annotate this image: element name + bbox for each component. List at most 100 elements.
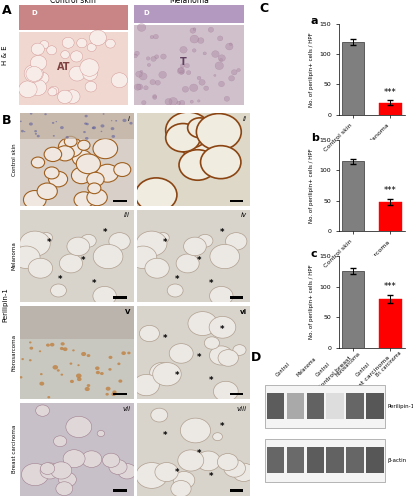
Circle shape bbox=[87, 44, 96, 52]
Circle shape bbox=[65, 90, 80, 104]
Bar bbox=[347, 393, 364, 419]
Circle shape bbox=[72, 150, 92, 166]
Text: Br. carcinoma: Br. carcinoma bbox=[375, 350, 402, 378]
Bar bbox=[342, 272, 364, 347]
Circle shape bbox=[31, 43, 44, 55]
Circle shape bbox=[95, 252, 109, 264]
Text: *: * bbox=[58, 274, 62, 283]
Text: *: * bbox=[220, 325, 224, 334]
Circle shape bbox=[93, 138, 118, 158]
Text: ii: ii bbox=[243, 116, 247, 122]
Circle shape bbox=[137, 24, 146, 32]
Circle shape bbox=[53, 135, 55, 136]
Bar bbox=[265, 438, 385, 482]
Circle shape bbox=[214, 74, 216, 76]
Circle shape bbox=[100, 372, 104, 375]
Circle shape bbox=[81, 234, 96, 247]
Circle shape bbox=[67, 237, 90, 256]
Circle shape bbox=[44, 113, 47, 115]
Circle shape bbox=[197, 100, 200, 102]
Circle shape bbox=[153, 362, 181, 386]
Circle shape bbox=[85, 82, 97, 92]
Text: *: * bbox=[197, 450, 202, 458]
Title: Melanoma: Melanoma bbox=[169, 0, 209, 5]
Text: *: * bbox=[163, 238, 168, 246]
Circle shape bbox=[76, 154, 100, 174]
Circle shape bbox=[95, 366, 100, 370]
Circle shape bbox=[218, 81, 225, 86]
Circle shape bbox=[106, 386, 111, 390]
Bar bbox=[113, 393, 127, 395]
Text: *: * bbox=[197, 256, 202, 265]
Circle shape bbox=[37, 135, 40, 138]
Circle shape bbox=[166, 112, 210, 148]
Circle shape bbox=[114, 162, 131, 176]
Text: Perilipin-1: Perilipin-1 bbox=[387, 404, 413, 408]
Circle shape bbox=[102, 453, 120, 468]
Circle shape bbox=[196, 451, 221, 470]
Bar bbox=[379, 202, 402, 231]
Circle shape bbox=[179, 150, 216, 180]
Circle shape bbox=[81, 352, 86, 356]
Y-axis label: No. of perilipin+ cells / HPF: No. of perilipin+ cells / HPF bbox=[309, 148, 313, 223]
Circle shape bbox=[49, 86, 59, 95]
Circle shape bbox=[177, 101, 180, 104]
Circle shape bbox=[61, 50, 69, 58]
Circle shape bbox=[109, 460, 127, 474]
Circle shape bbox=[155, 462, 178, 481]
Circle shape bbox=[62, 38, 74, 48]
Circle shape bbox=[118, 464, 136, 479]
Circle shape bbox=[192, 48, 196, 52]
Circle shape bbox=[167, 284, 183, 297]
Circle shape bbox=[119, 380, 122, 382]
Circle shape bbox=[182, 86, 189, 92]
Circle shape bbox=[111, 120, 112, 122]
Text: *: * bbox=[174, 468, 179, 477]
Circle shape bbox=[136, 71, 142, 77]
Circle shape bbox=[56, 121, 57, 122]
Circle shape bbox=[45, 167, 59, 179]
Circle shape bbox=[83, 67, 97, 80]
Y-axis label: No. of perilipin+ cells / HPF: No. of perilipin+ cells / HPF bbox=[309, 32, 313, 106]
Circle shape bbox=[231, 70, 237, 75]
Circle shape bbox=[218, 36, 223, 41]
Circle shape bbox=[36, 405, 50, 416]
Text: Breast carcinoma: Breast carcinoma bbox=[12, 425, 17, 474]
Text: Fibrosarcoma: Fibrosarcoma bbox=[335, 351, 362, 378]
Circle shape bbox=[40, 40, 49, 49]
Circle shape bbox=[197, 76, 201, 80]
Circle shape bbox=[180, 128, 216, 158]
Circle shape bbox=[40, 463, 60, 479]
Circle shape bbox=[233, 344, 246, 356]
Circle shape bbox=[63, 450, 85, 468]
Text: iv: iv bbox=[241, 212, 247, 218]
Y-axis label: No. of perilipin+ cells / HPF: No. of perilipin+ cells / HPF bbox=[309, 264, 313, 339]
Circle shape bbox=[209, 286, 233, 306]
Circle shape bbox=[77, 38, 87, 48]
Circle shape bbox=[224, 460, 245, 477]
Circle shape bbox=[121, 352, 126, 355]
Bar bbox=[20, 306, 133, 338]
Text: V: V bbox=[125, 309, 130, 315]
Circle shape bbox=[60, 347, 64, 350]
Circle shape bbox=[153, 96, 157, 100]
Text: ***: *** bbox=[384, 186, 397, 195]
Bar bbox=[306, 393, 324, 419]
Circle shape bbox=[103, 113, 104, 114]
Circle shape bbox=[136, 462, 168, 488]
Circle shape bbox=[90, 30, 107, 46]
Circle shape bbox=[151, 56, 156, 62]
Circle shape bbox=[179, 100, 185, 105]
Circle shape bbox=[80, 59, 99, 76]
Circle shape bbox=[66, 416, 92, 438]
Circle shape bbox=[133, 374, 159, 396]
Circle shape bbox=[78, 140, 90, 150]
Circle shape bbox=[93, 286, 116, 306]
Circle shape bbox=[87, 384, 90, 387]
Bar bbox=[267, 447, 284, 473]
Circle shape bbox=[57, 90, 72, 104]
Bar bbox=[379, 102, 402, 115]
Circle shape bbox=[133, 54, 138, 58]
Circle shape bbox=[87, 189, 107, 206]
Text: ***: *** bbox=[384, 88, 397, 96]
